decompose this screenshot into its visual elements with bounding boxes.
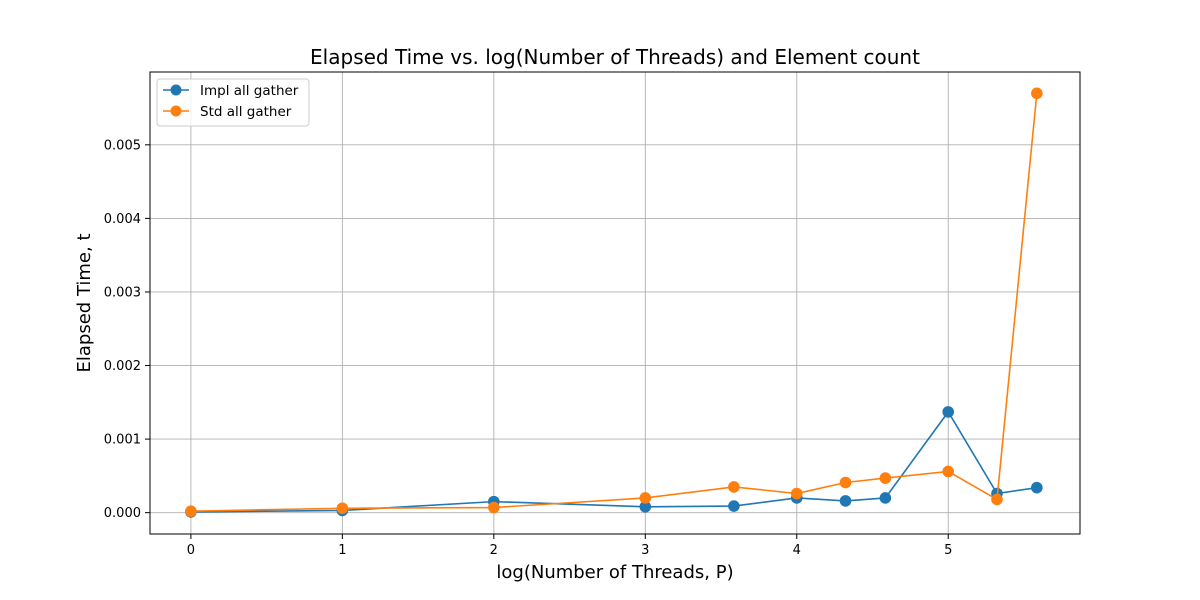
y-tick-label: 0.004	[104, 212, 141, 227]
y-tick-label: 0.001	[104, 433, 141, 448]
data-point	[336, 502, 349, 515]
y-tick-label: 0.003	[104, 285, 141, 300]
x-axis: 0 1 2 3 4 5	[187, 534, 952, 558]
x-tick-label: 3	[641, 543, 649, 558]
data-point	[728, 500, 740, 512]
data-point	[790, 487, 803, 500]
y-axis-label: Elapsed Time, t	[74, 234, 95, 373]
series-1	[185, 406, 1043, 518]
chart-title: Elapsed Time vs. log(Number of Threads) …	[310, 45, 920, 69]
data-point	[185, 505, 197, 517]
x-tick-label: 5	[944, 543, 952, 558]
legend-label-impl: Impl all gather	[200, 83, 299, 99]
data-point	[639, 500, 652, 513]
data-point	[991, 493, 1003, 506]
plot-frame	[149, 71, 1081, 535]
x-axis-label: log(Number of Threads, P)	[496, 562, 733, 583]
series-2	[185, 87, 1043, 517]
data-point	[1031, 481, 1043, 494]
legend-box	[156, 78, 310, 127]
legend-marker-impl	[170, 84, 182, 96]
data-point	[879, 472, 892, 484]
x-tick-label: 1	[338, 543, 346, 558]
y-tick-label: 0.000	[104, 506, 141, 521]
grid	[150, 72, 1080, 534]
y-tick-label: 0.002	[104, 359, 141, 374]
data-point	[942, 465, 955, 478]
y-axis: 0.000 0.001 0.002 0.003 0.004 0.005	[104, 138, 150, 521]
x-tick-label: 0	[187, 543, 195, 558]
series-line	[190, 410, 1037, 513]
x-tick-label: 2	[490, 543, 498, 558]
data-point	[879, 492, 892, 504]
data-point	[839, 495, 852, 507]
series-layer	[185, 87, 1043, 518]
legend: Impl all gather Std all gather	[156, 78, 310, 127]
data-point	[488, 501, 500, 514]
data-point	[839, 476, 852, 489]
y-tick-label: 0.005	[104, 138, 141, 153]
legend-marker-std	[170, 105, 182, 117]
data-point	[942, 406, 955, 418]
data-point	[728, 481, 740, 493]
data-point	[639, 492, 652, 504]
data-point	[1031, 87, 1043, 100]
x-tick-label: 4	[793, 543, 801, 558]
legend-label-std: Std all gather	[200, 104, 292, 120]
series-line	[190, 93, 1038, 512]
